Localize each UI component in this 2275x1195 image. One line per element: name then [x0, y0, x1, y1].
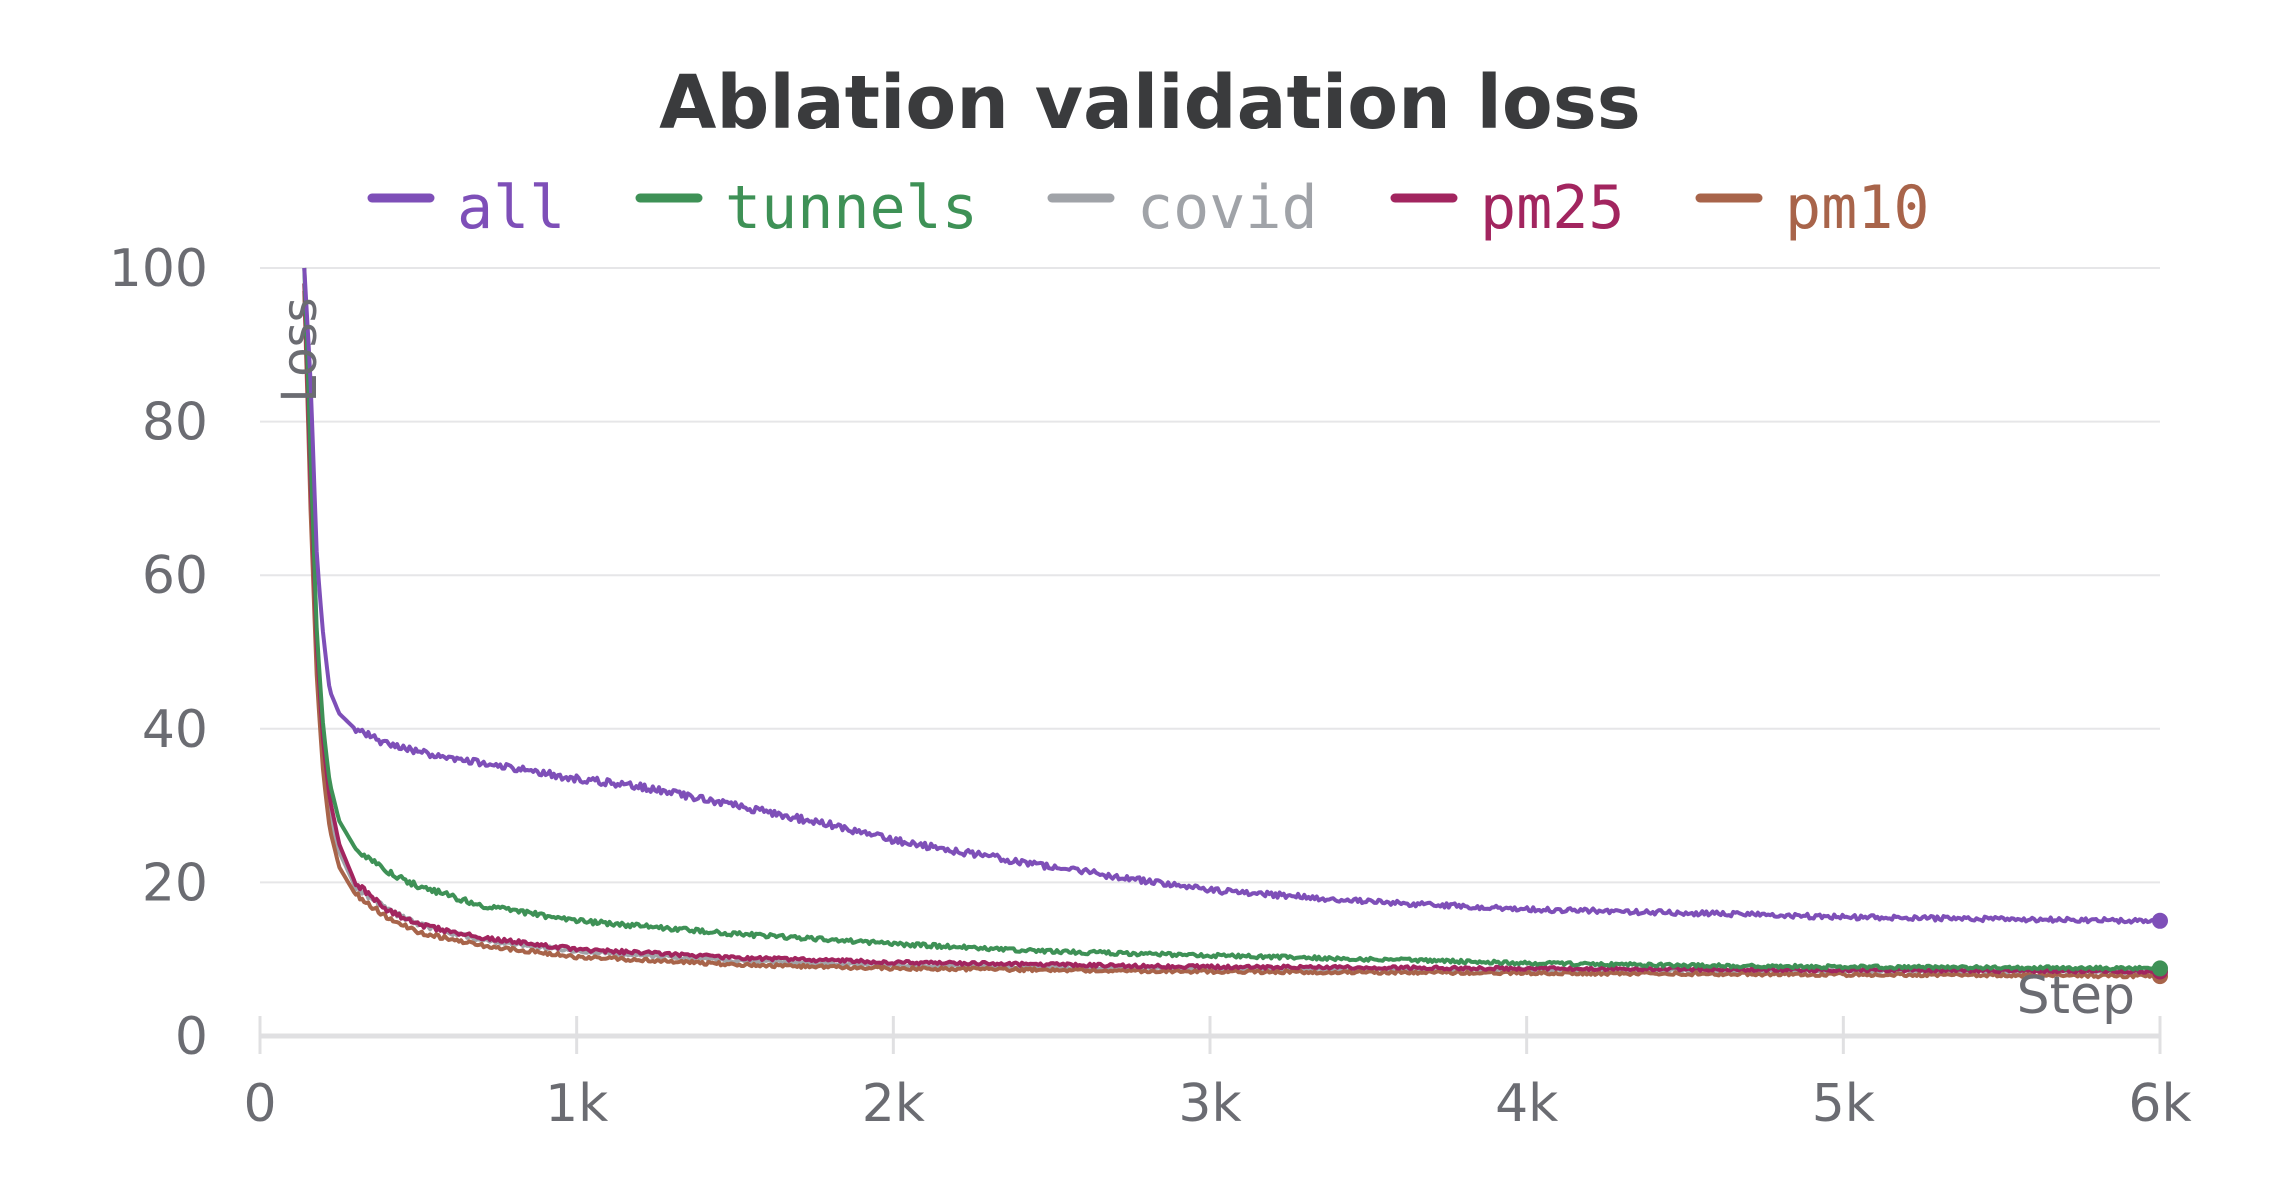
legend-label-tunnels: tunnels — [725, 173, 978, 243]
grid — [260, 267, 2160, 884]
y-tick-label: 40 — [142, 700, 208, 760]
series-line-pm25 — [302, 283, 2161, 975]
x-tick-label: 2k — [862, 1074, 925, 1134]
axes: 0 20 40 60 80 100 0 1k 2k 3k 4k 5k 6k — [109, 239, 2192, 1134]
x-tick-label: 5k — [1812, 1074, 1875, 1134]
series-line-tunnels — [302, 267, 2161, 972]
chart-title: Ablation validation loss — [659, 60, 1641, 146]
y-tick-label: 100 — [109, 239, 208, 299]
x-tick-label: 1k — [545, 1074, 608, 1134]
x-tick-label: 3k — [1178, 1074, 1241, 1134]
series-line-covid — [302, 283, 2161, 976]
legend-label-covid: covid — [1137, 173, 1318, 243]
x-tick-label: 6k — [2128, 1074, 2191, 1134]
x-tick-label: 0 — [243, 1074, 276, 1134]
y-axis-label: Loss — [272, 297, 328, 402]
x-tick-label: 4k — [1495, 1074, 1558, 1134]
legend-label-pm10: pm10 — [1785, 173, 1930, 243]
y-tick-label: 0 — [175, 1007, 208, 1067]
series-line-pm10 — [302, 290, 2161, 980]
y-tick-label: 80 — [142, 393, 208, 453]
x-axis-label: Step — [2017, 966, 2135, 1026]
series-line-all — [302, 267, 2162, 925]
series-layer — [302, 267, 2168, 985]
series-end-point-tunnels — [2152, 960, 2168, 977]
y-tick-label: 60 — [142, 546, 208, 606]
legend-label-pm25: pm25 — [1480, 173, 1625, 243]
y-tick-label: 20 — [142, 853, 208, 913]
legend: all tunnels covid pm25 pm10 — [367, 173, 1930, 243]
series-end-point-all — [2152, 912, 2168, 929]
legend-label-all: all — [457, 173, 565, 243]
